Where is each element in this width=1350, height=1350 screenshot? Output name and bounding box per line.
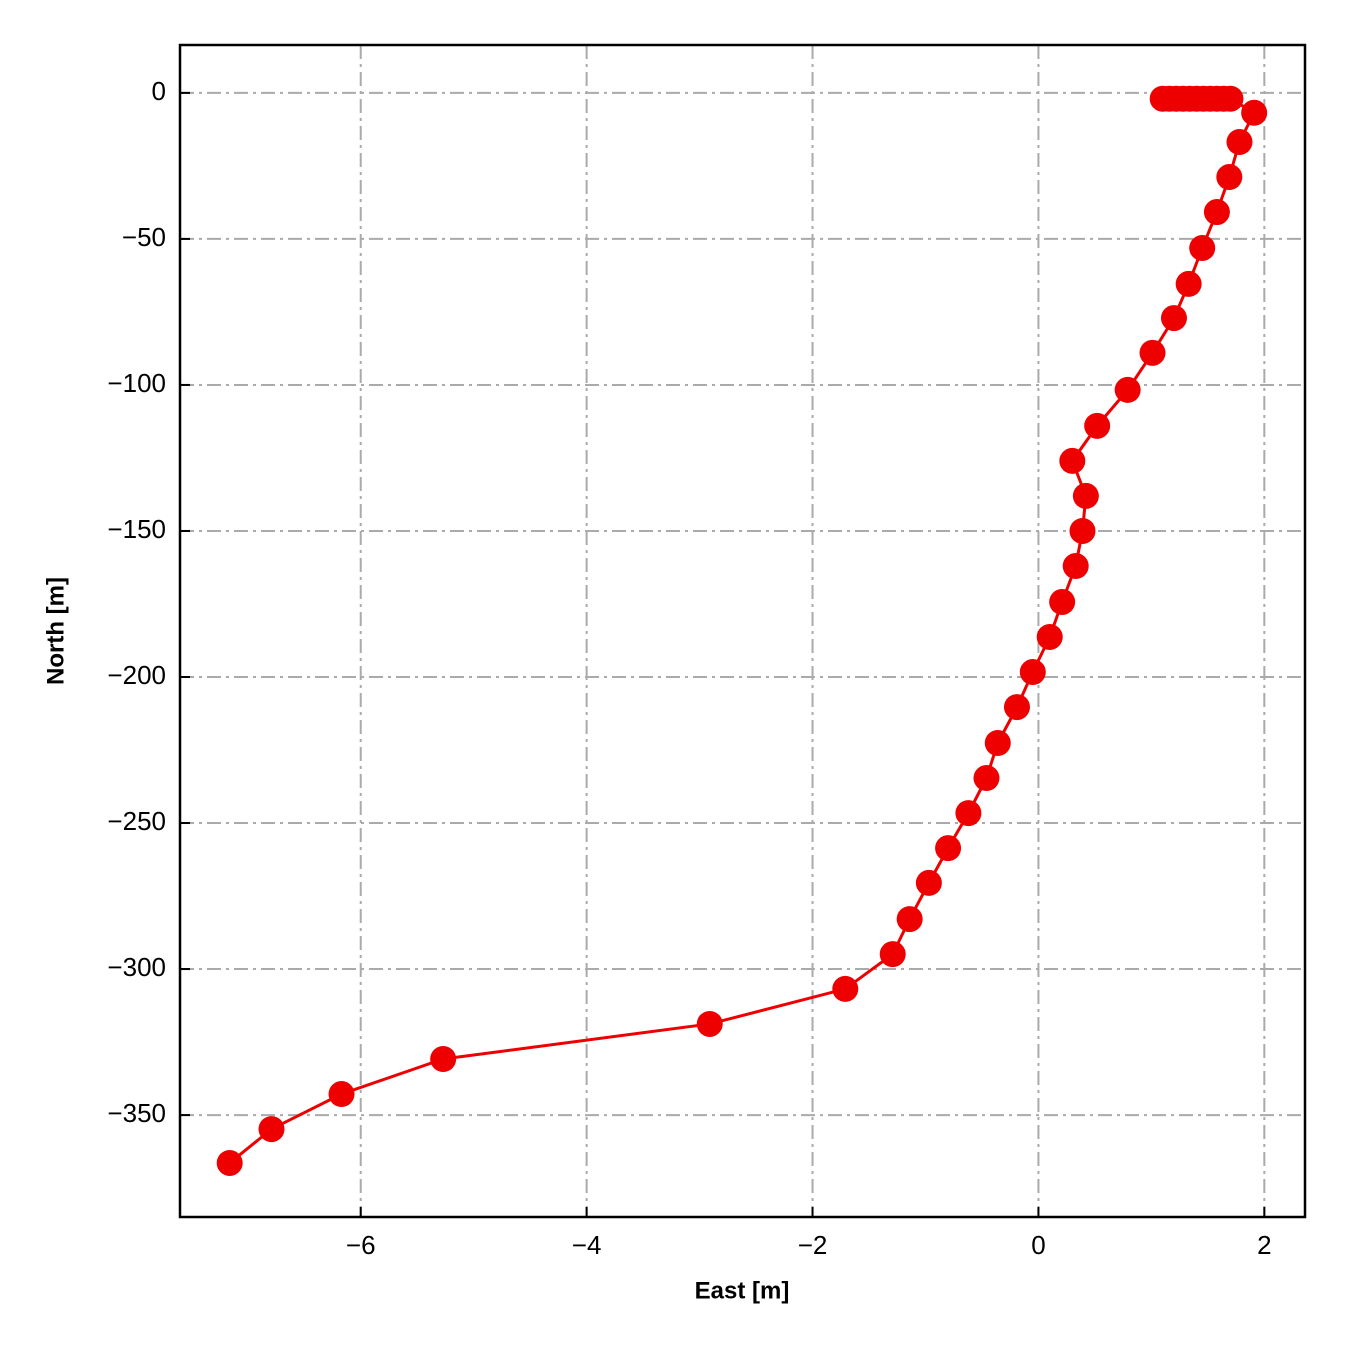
marker	[1114, 376, 1141, 403]
marker	[984, 730, 1011, 757]
marker	[1084, 412, 1111, 439]
marker	[1072, 482, 1099, 509]
marker	[1036, 623, 1063, 650]
y-tick-label: −200	[107, 660, 166, 690]
x-tick-label: −4	[572, 1230, 602, 1260]
plot-frame	[178, 43, 1307, 1219]
marker	[1003, 694, 1030, 721]
x-tick-label: −6	[346, 1230, 376, 1260]
marker	[1062, 553, 1089, 580]
marker	[1217, 85, 1244, 112]
y-tick-label: −250	[107, 806, 166, 836]
marker	[1059, 447, 1086, 474]
marker	[696, 1010, 723, 1037]
marker	[1049, 588, 1076, 615]
line	[228, 97, 1257, 1165]
marker	[1189, 234, 1216, 261]
marker	[1139, 339, 1166, 366]
y-tick-label: −150	[107, 514, 166, 544]
x-axis-label: East [m]	[695, 1277, 790, 1304]
marker	[973, 765, 1000, 792]
y-tick-label: −50	[122, 222, 166, 252]
y-axis-label: North [m]	[42, 577, 69, 685]
marker	[1203, 199, 1230, 226]
y-tick-label: −350	[107, 1098, 166, 1128]
marker	[935, 835, 962, 862]
y-tick-label: −100	[107, 368, 166, 398]
marker	[430, 1046, 457, 1073]
y-tick-label: 0	[152, 76, 166, 106]
marker	[1226, 128, 1253, 155]
marker	[328, 1081, 355, 1108]
marker	[1019, 659, 1046, 686]
marker	[258, 1116, 285, 1143]
x-tick-label: 2	[1257, 1230, 1271, 1260]
marker	[915, 869, 942, 896]
y-tick-label: −300	[107, 952, 166, 982]
x-tick-label: 0	[1031, 1230, 1045, 1260]
x-tick-label: −2	[798, 1230, 828, 1260]
marker	[1160, 305, 1187, 332]
marker	[1241, 99, 1268, 126]
marker	[832, 975, 859, 1002]
marker	[896, 906, 923, 933]
marker	[1216, 164, 1243, 191]
marker	[879, 941, 906, 968]
marker	[1175, 270, 1202, 297]
marker	[1069, 517, 1096, 544]
marker	[216, 1149, 243, 1176]
marker	[955, 800, 982, 827]
